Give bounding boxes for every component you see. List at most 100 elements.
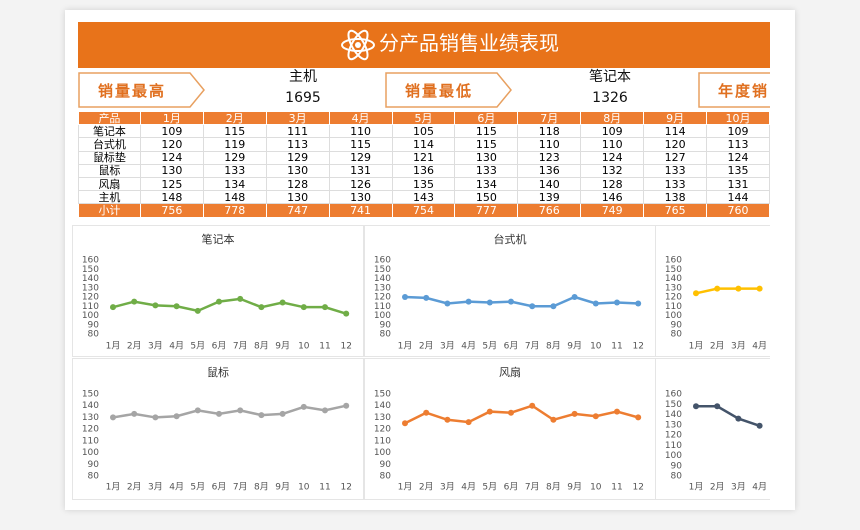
x-tick-label: 3月: [731, 482, 746, 493]
y-tick-label: 110: [665, 441, 682, 451]
y-tick-label: 130: [82, 283, 99, 293]
x-tick-label: 6月: [504, 341, 519, 352]
y-tick-label: 110: [82, 302, 99, 312]
y-tick-label: 120: [82, 293, 99, 303]
y-tick-label: 150: [374, 390, 391, 400]
chart-title: 鼠标: [207, 365, 229, 379]
y-tick-label: 160: [82, 256, 99, 266]
point: [486, 299, 493, 306]
point: [444, 416, 451, 423]
x-tick-label: 9月: [275, 341, 290, 352]
x-tick-label: 4月: [461, 341, 476, 352]
x-tick-label: 1月: [398, 341, 413, 352]
y-tick-label: 150: [374, 265, 391, 275]
point: [465, 298, 472, 305]
table-row: 笔记本 109 115 111 110 105 115 118 109 114 109: [78, 124, 770, 139]
x-tick-label: 10: [298, 483, 310, 493]
point: [444, 300, 451, 307]
y-tick-label: 150: [82, 265, 99, 275]
series-line: [112, 404, 347, 419]
y-tick-label: 80: [380, 330, 392, 340]
table-cell: 756: [139, 203, 204, 218]
point: [279, 299, 286, 306]
table-cell: 115: [454, 137, 519, 152]
point: [571, 410, 578, 417]
y-tick-label: 100: [665, 311, 682, 321]
point: [614, 299, 620, 306]
table-cell: 134: [202, 176, 267, 192]
x-tick-label: 1月: [106, 482, 121, 493]
chart-title: 风扇: [499, 365, 521, 379]
table-row: 小计 756 778 747 741 754 777 766 749 765 760: [78, 203, 770, 218]
x-tick-label: 8月: [546, 482, 561, 493]
point: [693, 403, 699, 410]
point: [300, 403, 307, 410]
x-tick-label: 2月: [127, 341, 142, 352]
x-tick-label: 4月: [752, 341, 767, 352]
table-cell: 150: [454, 190, 519, 205]
y-tick-label: 90: [671, 461, 683, 471]
table-cell: 105: [391, 124, 456, 139]
chart-title: 台式机: [494, 232, 527, 246]
x-tick-label: 1月: [106, 341, 121, 352]
kpi-value: 1326: [592, 90, 628, 106]
x-tick-label: 1月: [398, 482, 413, 493]
y-tick-label: 150: [665, 265, 682, 275]
point: [402, 294, 408, 300]
table-cell: 114: [643, 124, 708, 139]
y-tick-label: 100: [82, 311, 99, 321]
kpi-name: 主机: [289, 69, 317, 85]
column-header: 5月: [391, 110, 456, 126]
x-tick-label: 4月: [169, 341, 184, 352]
table-cell: 台式机: [78, 137, 141, 152]
y-tick-label: 110: [82, 436, 99, 446]
point: [110, 414, 116, 421]
table-cell: 120: [643, 137, 708, 152]
table-cell: 135: [391, 176, 456, 192]
series-line: [404, 404, 639, 425]
table-cell: 131: [328, 163, 393, 178]
point: [152, 302, 159, 309]
table-cell: 132: [580, 163, 645, 178]
y-tick-label: 120: [82, 425, 99, 435]
y-tick-label: 90: [671, 320, 683, 330]
x-tick-label: 11: [319, 483, 330, 493]
x-tick-label: 12: [340, 483, 351, 493]
table-cell: 109: [139, 124, 204, 139]
kpi-label: 销量最高: [98, 82, 167, 100]
x-tick-label: 9月: [275, 482, 290, 493]
table-cell: 760: [706, 203, 770, 218]
y-tick-label: 130: [665, 420, 682, 430]
table-cell: 126: [328, 176, 393, 192]
table-cell: 131: [706, 176, 770, 192]
dashboard: 分产品销售业绩表现 销量最高 主机 1695 销量最低 笔记本 1326 年度销 产品 1月 2月…: [72, 20, 770, 510]
y-tick-label: 90: [88, 320, 100, 330]
table-cell: 111: [265, 124, 330, 139]
x-tick-label: 1月: [689, 482, 704, 493]
table-cell: 109: [706, 124, 770, 139]
table-cell: 143: [391, 190, 456, 205]
column-header: 7月: [517, 110, 582, 126]
point: [635, 300, 642, 307]
kpi-box: [698, 72, 770, 108]
point: [423, 409, 430, 416]
kpi-value: 1695: [285, 90, 321, 106]
point: [258, 412, 265, 419]
table-row: 鼠标垫 124 129 129 129 121 130 123 124 127 124: [78, 150, 770, 165]
y-tick-label: 150: [82, 390, 99, 400]
point: [131, 410, 138, 417]
point: [714, 403, 721, 410]
point: [508, 409, 514, 416]
series-line: [112, 297, 347, 315]
x-tick-label: 3月: [440, 341, 455, 352]
y-tick-label: 130: [374, 413, 391, 423]
column-header: 8月: [580, 110, 645, 126]
y-tick-label: 110: [374, 302, 391, 312]
table-cell: 鼠标垫: [78, 150, 141, 165]
table-cell: 140: [517, 176, 582, 192]
x-tick-label: 11: [319, 342, 330, 352]
y-tick-label: 80: [380, 472, 392, 482]
chart-title: 笔记本: [202, 232, 235, 246]
